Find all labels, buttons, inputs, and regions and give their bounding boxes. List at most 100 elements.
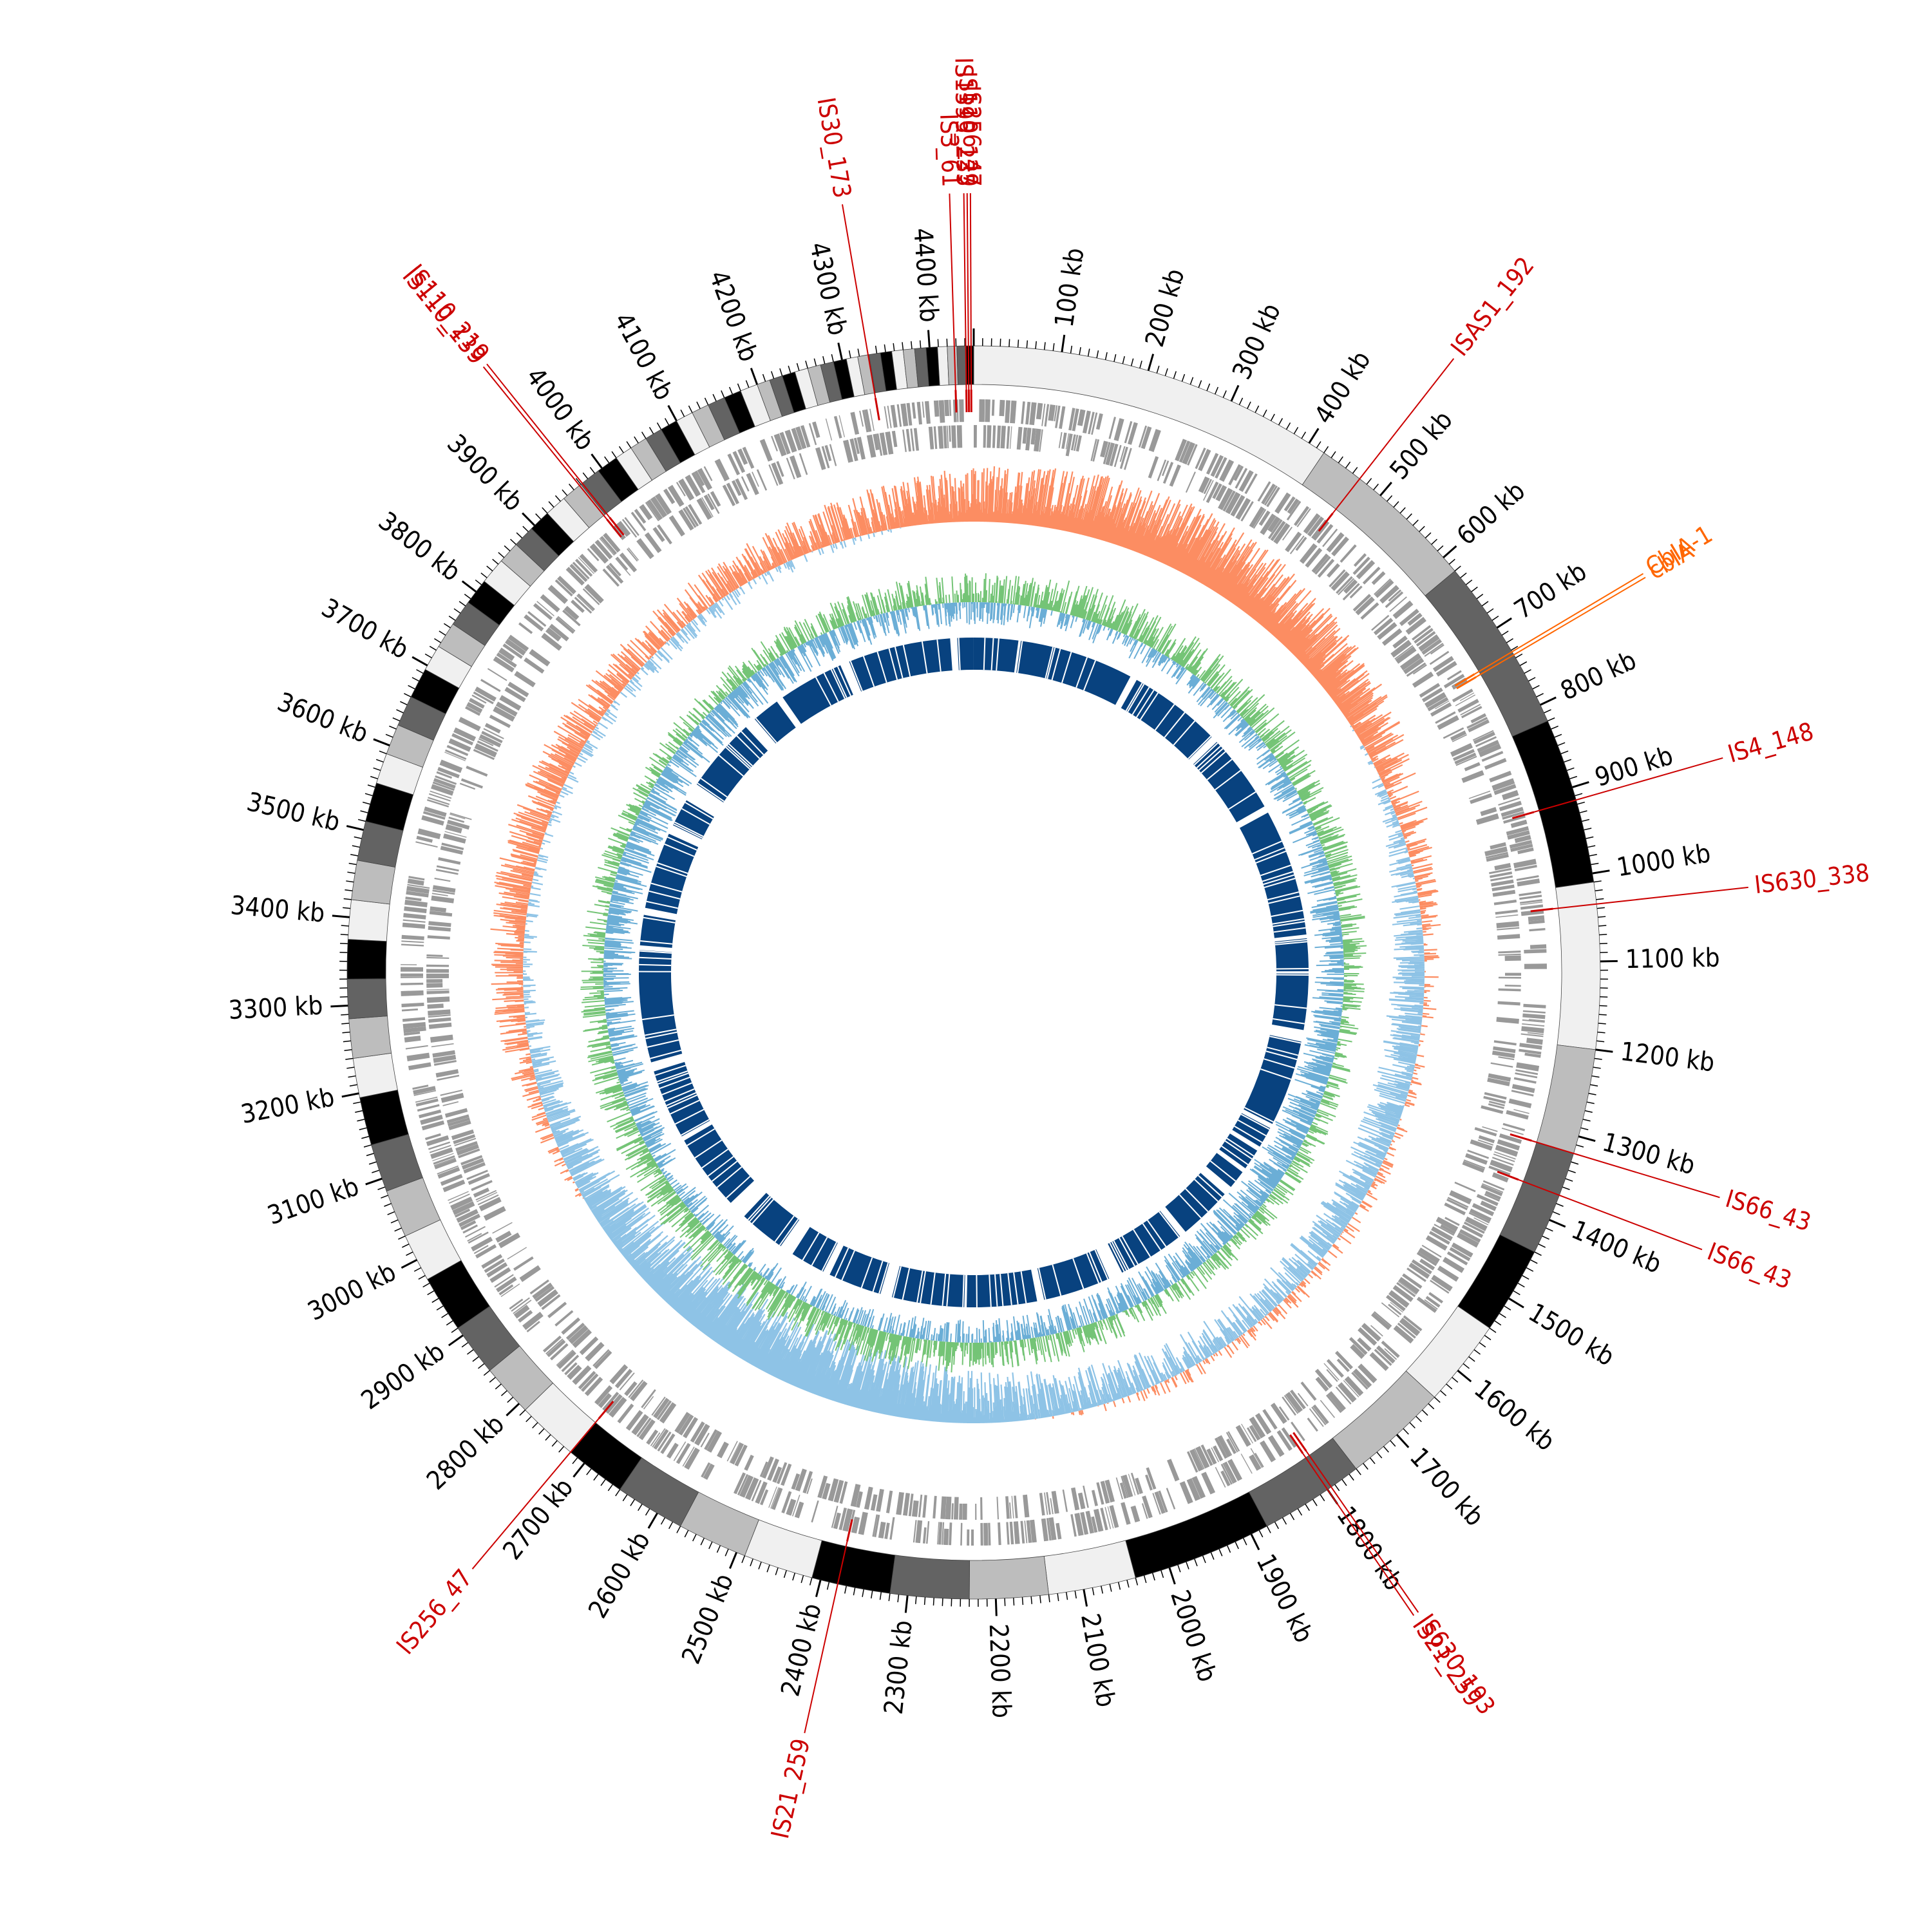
- cds-feature: [1187, 444, 1198, 466]
- cds-feature: [1267, 1435, 1285, 1457]
- cds-feature: [502, 643, 523, 659]
- major-tick: [837, 343, 843, 361]
- minor-tick: [1476, 594, 1484, 600]
- cds-feature: [1377, 621, 1397, 640]
- minor-tick: [1334, 1484, 1340, 1492]
- homology-slit: [747, 1195, 770, 1220]
- annotation-leader: [1531, 1140, 1720, 1198]
- cds-feature: [1235, 468, 1248, 489]
- cds-feature: [666, 1443, 679, 1459]
- cds-feature: [1282, 1396, 1296, 1416]
- cds-feature: [401, 943, 424, 947]
- cds-feature: [1402, 1273, 1423, 1289]
- cds-feature: [455, 1141, 478, 1151]
- homology-slit: [962, 1274, 965, 1307]
- cds-feature: [1198, 476, 1210, 493]
- cds-feature: [817, 1475, 828, 1499]
- contig-segment: [348, 1016, 392, 1059]
- cds-feature: [678, 1414, 694, 1435]
- minor-tick: [1366, 478, 1372, 485]
- tick-label: 1700 kb: [1404, 1443, 1490, 1532]
- cds-feature: [458, 1148, 480, 1159]
- tick-label: 3500 kb: [244, 787, 343, 837]
- cds-feature: [1119, 1482, 1127, 1499]
- minor-tick: [1576, 1144, 1584, 1148]
- cds-feature: [653, 1397, 670, 1419]
- cds-feature: [886, 1490, 893, 1513]
- minor-tick: [1506, 638, 1513, 643]
- cds-feature: [1299, 543, 1318, 564]
- minor-tick: [1009, 339, 1010, 347]
- cds-feature: [460, 1155, 483, 1166]
- minor-tick: [1215, 386, 1219, 395]
- cds-feature: [1530, 944, 1547, 949]
- tick-label: 1900 kb: [1250, 1549, 1318, 1647]
- cds-feature: [1406, 1267, 1426, 1282]
- minor-tick: [618, 446, 624, 453]
- cds-feature: [1462, 1160, 1485, 1173]
- minor-tick: [483, 1370, 491, 1376]
- tick-label: 2100 kb: [1075, 1611, 1121, 1709]
- cds-feature: [974, 425, 977, 448]
- cds-feature: [1311, 1406, 1327, 1426]
- cds-feature: [1254, 1452, 1264, 1468]
- major-tick: [412, 656, 428, 667]
- homology-slit: [701, 1148, 729, 1169]
- major-tick: [1396, 1434, 1410, 1448]
- cds-feature: [767, 1458, 779, 1481]
- cds-feature: [1353, 553, 1367, 567]
- homology-slit: [670, 1099, 700, 1115]
- minor-tick: [1596, 898, 1604, 900]
- minor-tick: [607, 1484, 613, 1492]
- homology-slit: [1086, 1253, 1100, 1283]
- cds-feature: [1219, 459, 1235, 482]
- minor-tick: [1393, 501, 1399, 508]
- cds-feature: [1526, 1037, 1543, 1045]
- cds-feature: [442, 1179, 466, 1193]
- cds-feature: [1249, 506, 1265, 528]
- homology-slit: [1142, 1223, 1162, 1251]
- minor-tick: [604, 456, 610, 464]
- cds-feature: [434, 877, 451, 882]
- cds-feature: [1273, 523, 1291, 544]
- cds-feature: [495, 701, 518, 717]
- cds-feature: [408, 1062, 431, 1070]
- cds-feature: [802, 1471, 813, 1494]
- cds-feature: [1412, 671, 1434, 688]
- homology-slit: [728, 743, 753, 767]
- cds-feature: [402, 919, 426, 923]
- cds-feature: [938, 426, 944, 449]
- minor-tick: [532, 1422, 538, 1428]
- cds-feature: [600, 536, 617, 555]
- cds-feature: [1113, 418, 1124, 441]
- cds-feature: [1309, 1408, 1324, 1427]
- cds-feature: [1373, 618, 1394, 636]
- cds-feature: [737, 1473, 749, 1496]
- minor-tick: [1489, 1327, 1497, 1333]
- major-tick: [1457, 1369, 1472, 1383]
- cds-feature: [402, 922, 426, 929]
- homology-slit: [694, 1139, 723, 1159]
- cds-feature: [676, 482, 686, 497]
- major-tick: [1168, 1567, 1176, 1585]
- cds-feature: [1249, 1425, 1261, 1441]
- cds-feature: [556, 1349, 574, 1366]
- minor-tick: [431, 1298, 439, 1303]
- cds-feature: [938, 400, 945, 423]
- minor-tick: [1579, 810, 1587, 813]
- cds-feature: [1484, 758, 1507, 770]
- cds-feature: [873, 433, 880, 451]
- cds-feature: [951, 1503, 954, 1520]
- cds-feature: [839, 1481, 848, 1504]
- cds-feature: [584, 1376, 603, 1396]
- cds-feature: [438, 857, 461, 865]
- cds-feature: [1515, 1069, 1539, 1075]
- cds-feature: [621, 518, 638, 538]
- cds-feature: [1389, 596, 1407, 612]
- cds-feature: [1260, 1440, 1276, 1463]
- minor-tick: [844, 1586, 847, 1594]
- tick-label: 4300 kb: [804, 240, 853, 338]
- cds-feature: [808, 422, 817, 446]
- cds-feature: [514, 670, 536, 688]
- cds-feature: [1331, 536, 1349, 556]
